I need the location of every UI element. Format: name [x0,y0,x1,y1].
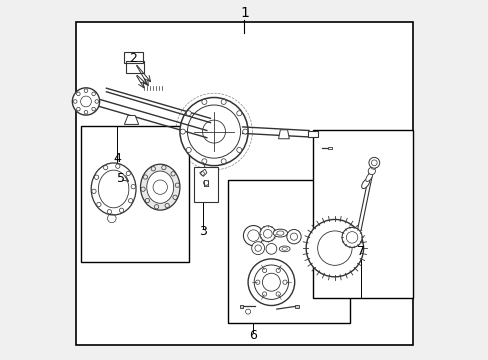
Circle shape [151,167,155,171]
Circle shape [131,184,135,189]
Circle shape [341,227,362,247]
Circle shape [247,259,294,306]
Circle shape [94,175,99,179]
Circle shape [164,203,169,208]
Circle shape [154,204,159,209]
Text: 6: 6 [249,329,257,342]
Circle shape [254,265,288,300]
Circle shape [72,88,100,115]
Circle shape [245,309,250,314]
Text: 2: 2 [129,51,137,64]
Circle shape [186,111,191,116]
Ellipse shape [91,163,136,215]
Ellipse shape [140,164,180,210]
Circle shape [119,208,123,212]
Circle shape [180,98,247,166]
Polygon shape [278,130,289,139]
Circle shape [171,172,175,176]
Circle shape [128,199,133,203]
Circle shape [202,159,206,164]
Text: 5: 5 [117,172,124,185]
Ellipse shape [146,171,173,203]
Circle shape [73,100,77,103]
Bar [81,126,188,262]
Circle shape [260,226,275,242]
Circle shape [305,220,363,277]
Circle shape [97,202,101,207]
Circle shape [92,107,95,111]
Circle shape [367,167,375,175]
Circle shape [262,268,266,273]
Circle shape [221,159,226,164]
Circle shape [173,195,177,199]
Circle shape [286,229,301,244]
Bar [308,131,318,137]
Circle shape [77,107,80,111]
Text: 7: 7 [356,245,365,258]
Circle shape [255,280,260,284]
Circle shape [236,111,241,116]
Circle shape [115,164,120,168]
Circle shape [84,111,88,114]
Circle shape [368,157,379,168]
Polygon shape [124,116,139,125]
Bar [327,147,331,149]
Bar [123,52,142,63]
Ellipse shape [365,173,372,181]
Circle shape [126,171,130,176]
Circle shape [95,100,99,103]
Circle shape [84,89,88,93]
Circle shape [236,147,241,152]
Circle shape [282,280,286,284]
Circle shape [251,242,264,255]
Ellipse shape [279,246,289,252]
Bar [239,305,243,308]
Circle shape [186,147,191,152]
Circle shape [265,243,276,254]
Circle shape [145,198,149,203]
Circle shape [370,164,375,169]
Circle shape [276,268,280,273]
Circle shape [276,292,280,296]
Circle shape [202,99,206,104]
Circle shape [77,92,80,96]
Circle shape [141,187,145,191]
Circle shape [317,231,351,265]
Circle shape [243,226,263,246]
Bar [126,60,144,73]
Bar [228,180,349,323]
Ellipse shape [361,179,369,189]
Bar [194,167,217,202]
Text: 4: 4 [113,152,121,165]
Text: 1: 1 [240,6,248,20]
Circle shape [162,165,166,170]
Circle shape [92,92,95,96]
Circle shape [221,99,226,104]
Circle shape [175,183,179,187]
Text: 3: 3 [199,225,207,238]
Circle shape [262,292,266,296]
Ellipse shape [273,229,287,237]
Circle shape [103,166,107,170]
Circle shape [143,175,147,179]
Bar [312,130,412,298]
Bar [294,305,298,308]
Circle shape [107,210,111,214]
Circle shape [242,129,247,134]
Circle shape [180,129,185,134]
Circle shape [92,189,96,193]
